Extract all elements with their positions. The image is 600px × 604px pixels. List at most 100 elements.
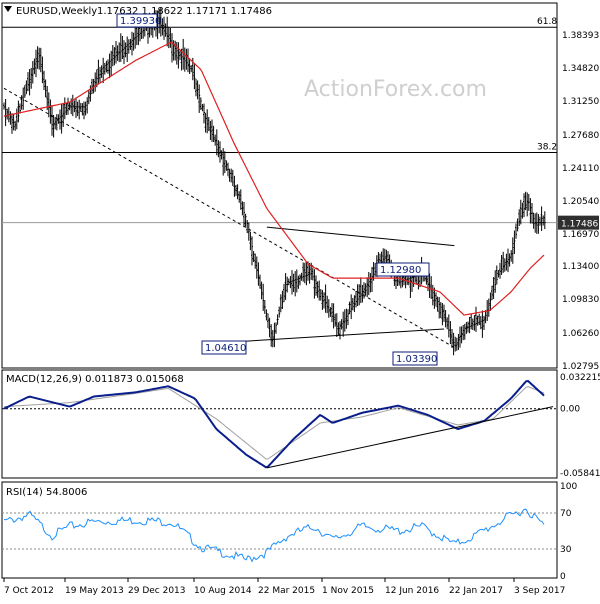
price-bar: [499, 262, 501, 279]
price-bar: [110, 50, 113, 77]
price-bar: [255, 256, 258, 279]
price-bar: [305, 262, 308, 286]
dashed-trendline: [3, 87, 455, 348]
price-bar: [252, 251, 255, 262]
price-bar: [180, 48, 183, 71]
price-bar: [521, 202, 524, 219]
price-bar: [17, 100, 20, 123]
price-bar: [83, 101, 85, 120]
price-layer: 61.8 38.2 1.39930 1.04610 1.03390 1.12980 1.38…: [2, 7, 599, 372]
price-bar: [508, 253, 511, 267]
price-bar: [23, 85, 26, 98]
price-bar: [132, 32, 135, 51]
price-bar: [203, 103, 205, 124]
price-bar: [262, 283, 265, 311]
price-bar: [166, 16, 169, 47]
price-bar: [195, 78, 197, 97]
price-bar: [265, 309, 268, 321]
price-bar: [337, 322, 340, 335]
price-bar: [31, 61, 34, 84]
price-bar: [540, 206, 543, 231]
price-bar: [163, 16, 165, 40]
price-bar: [502, 251, 505, 273]
price-bar: [300, 272, 303, 281]
price-bar: [267, 313, 269, 328]
price-bar: [46, 85, 49, 111]
price-bar: [39, 47, 42, 73]
price-bar: [281, 290, 284, 309]
callout-box-1.03390: [392, 351, 438, 366]
price-bar: [87, 89, 90, 105]
x-tick-label: 1 Nov 2015: [322, 586, 374, 596]
price-y-tick: 1.38393: [562, 31, 599, 41]
price-bar: [57, 114, 60, 124]
collapse-arrow-icon[interactable]: [4, 6, 12, 12]
price-bar: [28, 69, 31, 96]
price-bar: [475, 306, 477, 333]
macd-y-tick: -0.058413: [560, 469, 600, 479]
price-bar: [340, 319, 343, 330]
callout-label-1.03390: 1.03390: [396, 354, 437, 365]
price-bar: [75, 97, 77, 118]
price-bar: [257, 262, 260, 286]
price-bar: [326, 295, 329, 314]
price-bar: [468, 316, 471, 334]
price-bar: [206, 109, 209, 134]
price-bar: [526, 192, 529, 217]
price-bar: [89, 85, 92, 102]
price-bar: [235, 184, 237, 196]
price-bar: [271, 329, 274, 348]
x-tick-label: 7 Oct 2012: [4, 586, 54, 596]
price-bar: [260, 281, 263, 300]
price-bar: [108, 53, 111, 79]
price-bar: [463, 323, 466, 340]
macd-panel-frame: [1, 369, 558, 479]
price-bar: [84, 101, 87, 116]
price-y-tick: 1.06260: [562, 329, 599, 339]
price-bar: [484, 310, 487, 324]
price-bar: [22, 87, 25, 110]
price-bar: [523, 193, 525, 218]
price-bar: [462, 324, 465, 341]
price-bar: [527, 193, 530, 211]
price-bar: [76, 101, 79, 117]
price-bar: [433, 287, 436, 309]
price-bar: [353, 295, 356, 313]
price-bar: [169, 28, 172, 48]
macd-y-tick: 0.00: [560, 405, 580, 415]
price-bar: [308, 262, 311, 284]
price-bar: [316, 281, 319, 298]
price-bar: [542, 215, 545, 226]
x-tick-label: 22 Jan 2017: [449, 586, 503, 596]
price-bar: [284, 273, 287, 300]
rsi-y-tick: 70: [560, 509, 572, 519]
price-bar: [209, 120, 212, 140]
x-tick-label: 12 Jun 2016: [385, 586, 439, 596]
x-tick-label: 10 Aug 2014: [194, 586, 252, 596]
price-bar: [211, 119, 213, 142]
price-bar: [187, 48, 189, 73]
price-bar: [358, 284, 361, 306]
price-bar: [446, 317, 449, 330]
price-bar: [119, 33, 122, 62]
price-bar: [3, 102, 5, 110]
price-bar: [455, 337, 458, 351]
price-bar: [247, 222, 250, 241]
price-bar: [334, 313, 337, 327]
price-bar: [12, 114, 15, 131]
callout-label-1.12980: 1.12980: [380, 265, 421, 276]
price-bar: [219, 141, 221, 163]
price-bar: [123, 40, 125, 65]
price-y-tick: 1.31250: [562, 97, 599, 107]
price-bar: [127, 39, 130, 54]
price-bar: [438, 297, 441, 319]
price-bar: [131, 31, 133, 56]
price-bar: [537, 214, 540, 234]
price-bar: [124, 42, 127, 58]
price-bar: [491, 285, 493, 301]
price-bar: [51, 105, 53, 136]
price-bar: [159, 7, 162, 37]
price-bar: [303, 262, 306, 284]
price-bar: [164, 23, 167, 37]
price-y-tick: 1.34820: [562, 64, 599, 74]
